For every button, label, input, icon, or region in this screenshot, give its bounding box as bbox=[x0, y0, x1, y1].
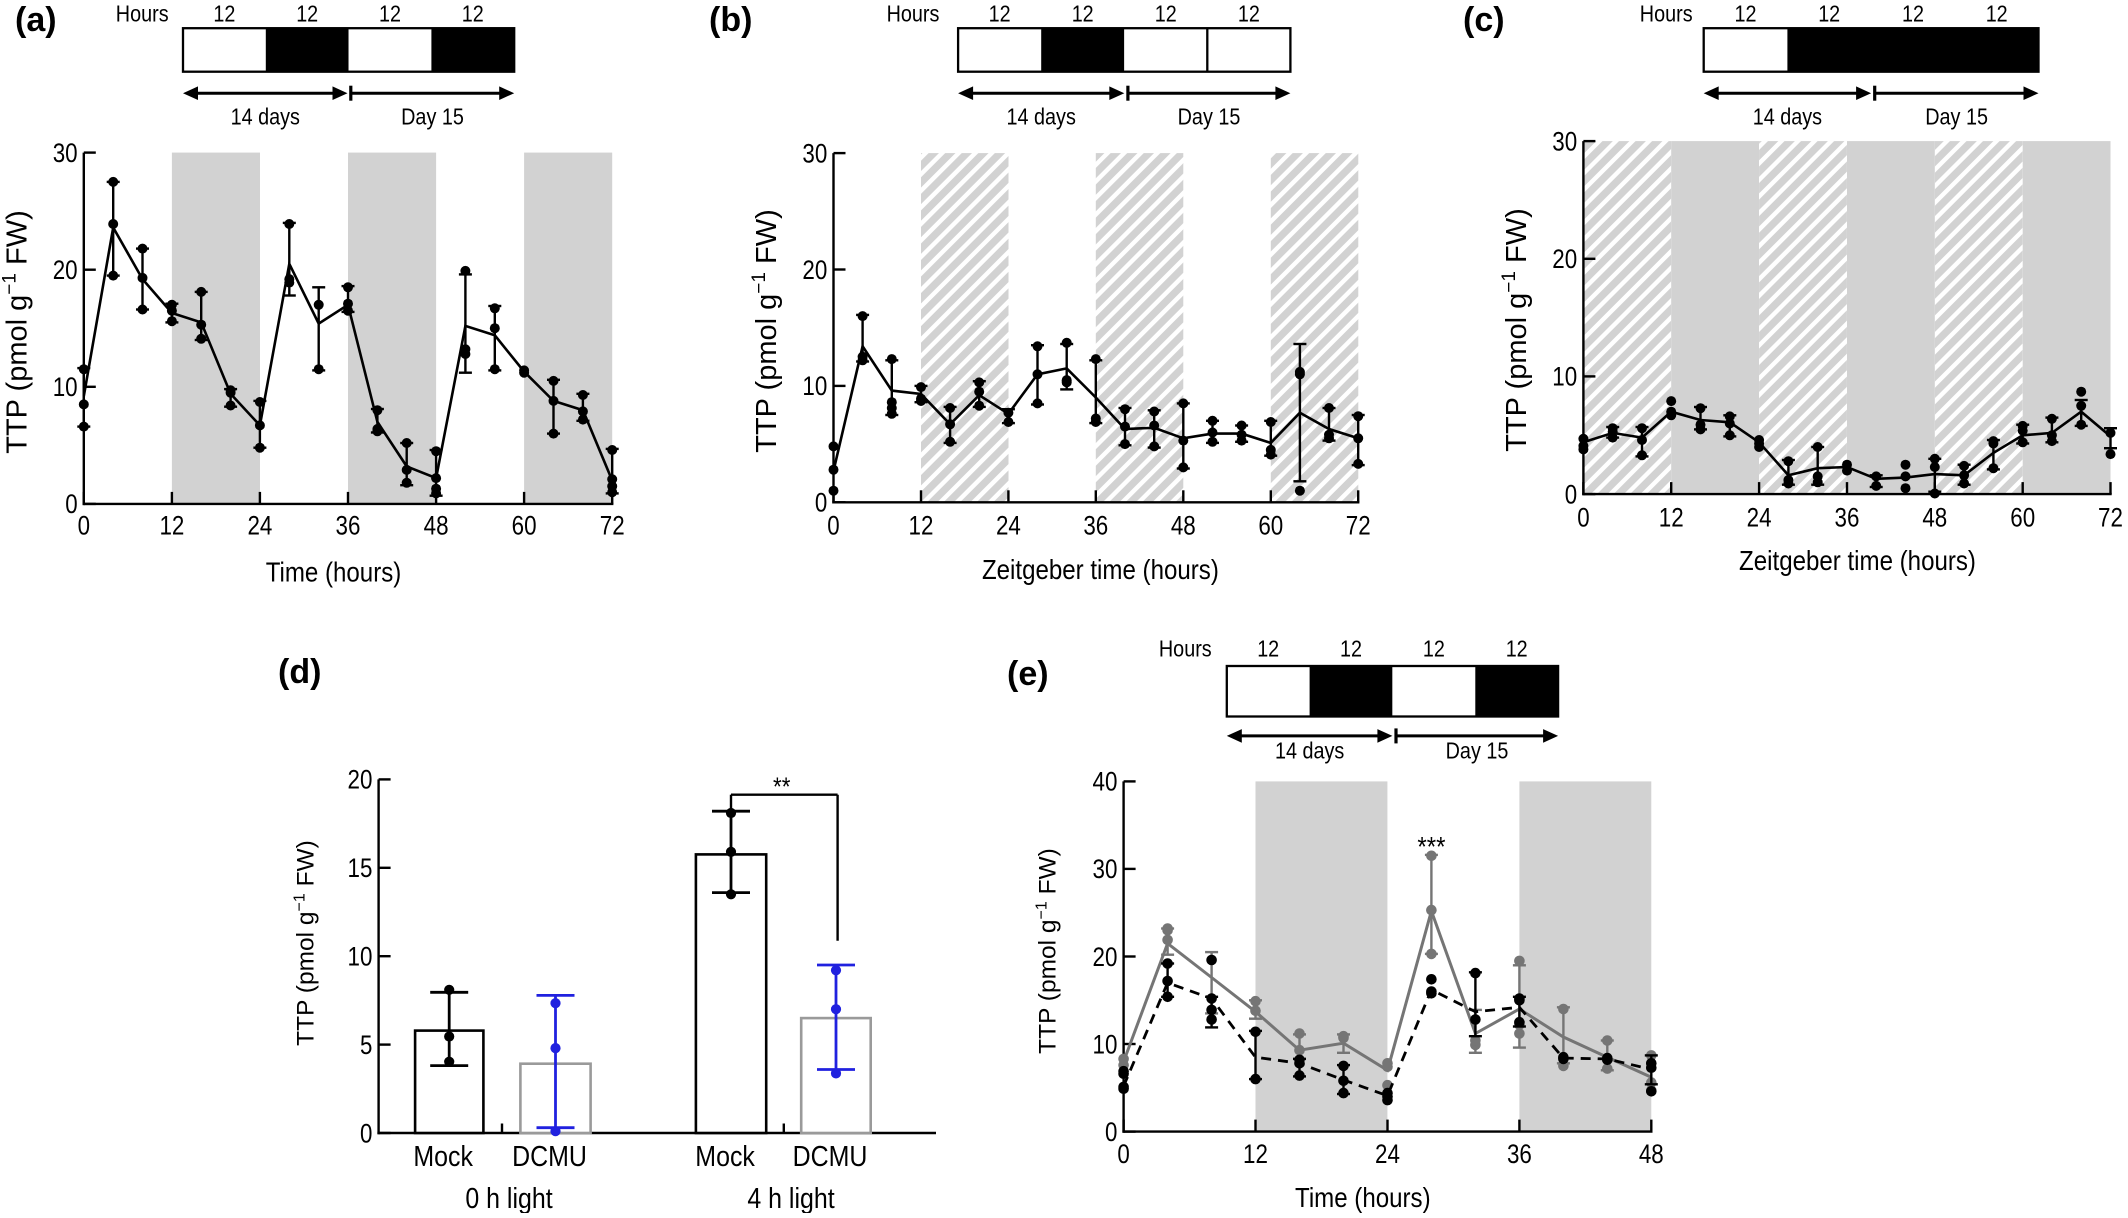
svg-text:12: 12 bbox=[379, 1, 401, 27]
svg-text:TTP (pmol g−1 FW): TTP (pmol g−1 FW) bbox=[0, 210, 34, 454]
svg-text:12: 12 bbox=[1506, 636, 1528, 662]
svg-text:0: 0 bbox=[1105, 1117, 1117, 1147]
svg-text:20: 20 bbox=[53, 255, 78, 285]
svg-text:12: 12 bbox=[213, 1, 235, 27]
svg-text:36: 36 bbox=[1507, 1139, 1532, 1169]
svg-text:12: 12 bbox=[1155, 1, 1177, 27]
svg-text:36: 36 bbox=[1083, 511, 1108, 541]
svg-text:Zeitgeber time (hours): Zeitgeber time (hours) bbox=[1739, 545, 1976, 576]
svg-text:24: 24 bbox=[247, 511, 272, 541]
svg-text:12: 12 bbox=[989, 1, 1011, 27]
svg-text:0: 0 bbox=[65, 489, 77, 519]
svg-text:4 h light: 4 h light bbox=[747, 1183, 834, 1213]
svg-text:(b): (b) bbox=[709, 1, 752, 39]
svg-text:60: 60 bbox=[1258, 511, 1283, 541]
svg-text:20: 20 bbox=[348, 765, 373, 795]
svg-text:Zeitgeber time (hours): Zeitgeber time (hours) bbox=[982, 554, 1219, 585]
svg-text:Day 15: Day 15 bbox=[401, 104, 464, 130]
svg-text:48: 48 bbox=[1922, 503, 1947, 533]
svg-text:14 days: 14 days bbox=[1007, 104, 1076, 130]
svg-text:12: 12 bbox=[1659, 503, 1684, 533]
svg-text:60: 60 bbox=[2010, 503, 2035, 533]
svg-text:48: 48 bbox=[1171, 511, 1196, 541]
svg-text:Hours: Hours bbox=[1640, 1, 1693, 27]
svg-text:Time (hours): Time (hours) bbox=[1295, 1182, 1431, 1213]
svg-text:12: 12 bbox=[1902, 1, 1924, 27]
svg-text:**: ** bbox=[773, 772, 790, 802]
svg-text:(a): (a) bbox=[15, 1, 57, 39]
svg-text:14 days: 14 days bbox=[231, 104, 300, 130]
svg-text:12: 12 bbox=[1257, 636, 1279, 662]
svg-text:36: 36 bbox=[336, 511, 361, 541]
svg-text:Hours: Hours bbox=[116, 1, 169, 27]
svg-text:TTP (pmol g−1 FW): TTP (pmol g−1 FW) bbox=[749, 209, 783, 453]
svg-text:12: 12 bbox=[462, 1, 484, 27]
svg-text:10: 10 bbox=[1552, 362, 1577, 392]
svg-text:Hours: Hours bbox=[1159, 636, 1212, 662]
svg-text:12: 12 bbox=[1340, 636, 1362, 662]
svg-text:TTP (pmol g−1 FW): TTP (pmol g−1 FW) bbox=[1499, 208, 1533, 452]
svg-text:48: 48 bbox=[424, 511, 449, 541]
svg-text:30: 30 bbox=[802, 138, 827, 168]
svg-text:60: 60 bbox=[512, 511, 537, 541]
svg-text:36: 36 bbox=[1835, 503, 1860, 533]
svg-text:0: 0 bbox=[78, 511, 90, 541]
svg-text:20: 20 bbox=[802, 255, 827, 285]
svg-text:14 days: 14 days bbox=[1753, 104, 1822, 130]
svg-text:30: 30 bbox=[1552, 126, 1577, 156]
svg-text:(d): (d) bbox=[278, 653, 321, 691]
svg-text:20: 20 bbox=[1552, 244, 1577, 274]
svg-text:(c): (c) bbox=[1463, 1, 1505, 39]
svg-text:24: 24 bbox=[996, 511, 1021, 541]
svg-text:12: 12 bbox=[1072, 1, 1094, 27]
svg-text:(e): (e) bbox=[1007, 655, 1049, 693]
svg-text:Mock: Mock bbox=[695, 1141, 755, 1173]
svg-text:Hours: Hours bbox=[887, 1, 940, 27]
svg-text:40: 40 bbox=[1093, 767, 1118, 797]
svg-text:0: 0 bbox=[827, 511, 839, 541]
svg-text:0 h light: 0 h light bbox=[465, 1183, 552, 1213]
svg-text:0: 0 bbox=[815, 488, 827, 518]
svg-text:10: 10 bbox=[53, 372, 78, 402]
svg-text:12: 12 bbox=[296, 1, 318, 27]
svg-text:0: 0 bbox=[360, 1118, 372, 1148]
svg-text:20: 20 bbox=[1093, 942, 1118, 972]
svg-text:DCMU: DCMU bbox=[793, 1141, 868, 1173]
svg-text:0: 0 bbox=[1577, 503, 1589, 533]
svg-text:TTP (pmol g−1 FW): TTP (pmol g−1 FW) bbox=[1034, 848, 1062, 1054]
svg-text:24: 24 bbox=[1375, 1139, 1400, 1169]
svg-text:DCMU: DCMU bbox=[512, 1141, 587, 1173]
svg-text:5: 5 bbox=[360, 1030, 372, 1060]
svg-text:12: 12 bbox=[909, 511, 934, 541]
svg-text:30: 30 bbox=[1093, 854, 1118, 884]
svg-text:24: 24 bbox=[1747, 503, 1772, 533]
svg-text:12: 12 bbox=[1986, 1, 2008, 27]
svg-text:72: 72 bbox=[600, 511, 625, 541]
svg-text:Mock: Mock bbox=[413, 1141, 473, 1173]
svg-text:Day 15: Day 15 bbox=[1925, 104, 1988, 130]
svg-text:10: 10 bbox=[1093, 1029, 1118, 1059]
svg-text:15: 15 bbox=[348, 853, 373, 883]
svg-text:72: 72 bbox=[1346, 511, 1371, 541]
svg-text:12: 12 bbox=[1818, 1, 1840, 27]
svg-text:***: *** bbox=[1417, 831, 1445, 862]
svg-text:12: 12 bbox=[1423, 636, 1445, 662]
svg-text:12: 12 bbox=[159, 511, 184, 541]
svg-text:TTP (pmol g−1 FW): TTP (pmol g−1 FW) bbox=[292, 840, 320, 1046]
svg-text:10: 10 bbox=[348, 942, 373, 972]
svg-text:12: 12 bbox=[1243, 1139, 1268, 1169]
svg-text:72: 72 bbox=[2098, 503, 2123, 533]
svg-text:0: 0 bbox=[1565, 479, 1577, 509]
svg-text:10: 10 bbox=[802, 371, 827, 401]
svg-text:12: 12 bbox=[1735, 1, 1757, 27]
svg-text:Day 15: Day 15 bbox=[1446, 738, 1509, 764]
svg-text:14 days: 14 days bbox=[1275, 738, 1344, 764]
svg-text:12: 12 bbox=[1238, 1, 1260, 27]
svg-text:0: 0 bbox=[1117, 1139, 1129, 1169]
svg-text:30: 30 bbox=[53, 138, 78, 168]
svg-text:Day 15: Day 15 bbox=[1178, 104, 1241, 130]
svg-text:48: 48 bbox=[1639, 1139, 1664, 1169]
svg-text:Time (hours): Time (hours) bbox=[266, 557, 402, 588]
